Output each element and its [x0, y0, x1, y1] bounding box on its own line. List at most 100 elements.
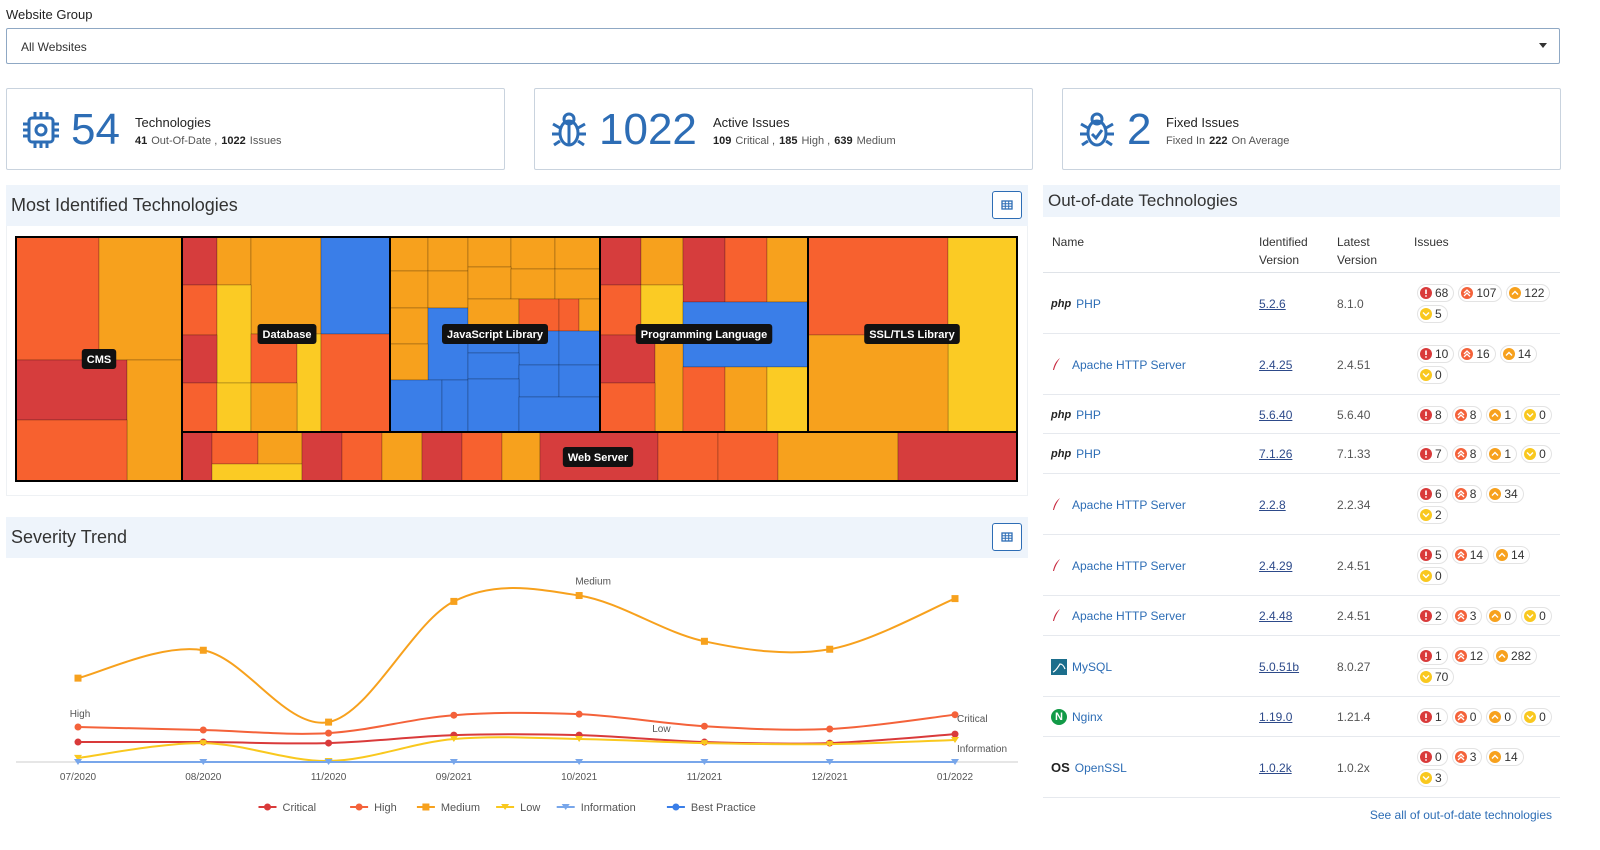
- data-point: [575, 710, 583, 718]
- legend-label: Medium: [441, 802, 480, 814]
- severity-icon: [1502, 348, 1515, 360]
- table-view-button[interactable]: [992, 191, 1022, 219]
- identified-version-link[interactable]: 7.1.26: [1259, 447, 1293, 461]
- tech-name: Apache HTTP Server: [1051, 607, 1186, 625]
- stat-detail: Fixed In 222 On Average: [1166, 135, 1289, 147]
- severity-icon: [1420, 570, 1432, 582]
- issue-badge: 0: [1451, 708, 1483, 726]
- issue-count: 0: [1539, 447, 1546, 461]
- legend-label: Information: [581, 802, 636, 814]
- identified-version-link[interactable]: 2.2.8: [1259, 497, 1286, 512]
- issue-badge: 6: [1417, 485, 1448, 503]
- issue-badge: 14: [1451, 546, 1490, 564]
- identified-version-link[interactable]: 2.4.25: [1259, 357, 1293, 372]
- see-all-link[interactable]: See all of out-of-date technologies: [1369, 808, 1552, 822]
- severity-icon: [1454, 711, 1467, 723]
- tech-name: MySQL: [1051, 658, 1112, 676]
- issue-count: 14: [1517, 347, 1532, 361]
- tech-icon: OS: [1051, 760, 1070, 775]
- column-header: Latest Version: [1337, 235, 1378, 267]
- issue-badge: 3: [1451, 748, 1483, 766]
- latest-version: 8.0.27: [1337, 659, 1371, 674]
- treemap-cell: [897, 431, 1018, 482]
- detail-part: 109: [713, 135, 732, 147]
- data-point: [951, 759, 959, 765]
- legend-marker: [501, 804, 510, 810]
- severity-icon: [1454, 751, 1467, 763]
- identified-version-link[interactable]: 2.4.48: [1259, 609, 1293, 623]
- detail-part: Out-Of-Date ,: [151, 135, 218, 147]
- treemap-cell: [181, 236, 218, 286]
- treemap-cell: [381, 431, 423, 482]
- issue-badge: 10: [1417, 345, 1455, 363]
- identified-version-link[interactable]: 1.19.0: [1259, 710, 1293, 724]
- data-point: [826, 645, 834, 653]
- severity-icon: [1420, 488, 1432, 500]
- data-point: [700, 740, 709, 747]
- detail-part: Critical ,: [735, 135, 776, 147]
- table-row: Apache HTTP Server 2.4.25 2.4.51 10 16 14 0: [1043, 334, 1560, 395]
- latest-version: 1.0.2x: [1337, 760, 1370, 775]
- severity-icon: [1524, 448, 1537, 460]
- issue-count: 3: [1469, 609, 1477, 623]
- issue-count: 0: [1469, 710, 1477, 724]
- treemap-cell: [518, 364, 560, 398]
- table-row: MySQL 5.0.51b 8.0.27 1 12 282 70: [1043, 636, 1560, 697]
- severity-icon: [1420, 650, 1432, 662]
- table-view-button[interactable]: [992, 523, 1022, 551]
- issue-count: 122: [1524, 286, 1545, 300]
- data-point: [700, 759, 709, 765]
- identified-version-link[interactable]: 5.6.40: [1259, 407, 1293, 422]
- series-annotation: Critical: [957, 714, 988, 725]
- treemap-cell: [640, 236, 684, 286]
- tech-icon: php: [1051, 448, 1072, 460]
- issue-count: 8: [1469, 487, 1477, 501]
- severity-icon: [1454, 610, 1467, 622]
- treemap-cell: [296, 333, 322, 433]
- issue-badge: 0: [1521, 708, 1552, 726]
- tech-name-text: PHP: [1076, 447, 1101, 461]
- label-box: [257, 324, 317, 344]
- table-row: Apache HTTP Server 2.2.8 2.2.34 6 8 34 2: [1043, 474, 1560, 535]
- severity-icon: [1454, 549, 1467, 561]
- issue-badge: 1: [1417, 647, 1448, 665]
- treemap-cell: [599, 382, 656, 433]
- detail-part: 639: [834, 135, 853, 147]
- column-header: Identified Version: [1259, 235, 1308, 267]
- issue-badge: 282: [1493, 647, 1538, 665]
- x-tick-label: 07/2020: [60, 772, 97, 783]
- issue-badge: 1: [1417, 708, 1448, 726]
- issue-badge: 1: [1486, 445, 1518, 463]
- issue-count: 5: [1435, 307, 1442, 321]
- issue-badge: 5: [1417, 305, 1448, 323]
- issue-count: 8: [1435, 407, 1442, 422]
- severity-icon: [1461, 348, 1474, 360]
- x-tick-label: 01/2022: [937, 772, 974, 783]
- severity-icon: [1496, 650, 1509, 662]
- latest-version: 5.6.40: [1337, 407, 1371, 422]
- data-point: [700, 722, 708, 730]
- identified-version-link[interactable]: 1.0.2k: [1259, 760, 1292, 775]
- group-label: SSL/TLS Library: [869, 329, 955, 341]
- issue-count: 282: [1511, 649, 1532, 663]
- issue-count: 107: [1476, 286, 1497, 300]
- identified-version-link[interactable]: 2.4.29: [1259, 558, 1293, 573]
- issue-badge: 0: [1486, 708, 1518, 726]
- data-point: [199, 646, 207, 654]
- stat-icon: [23, 112, 59, 148]
- legend-label: High: [374, 802, 397, 814]
- severity-icon: [1420, 408, 1432, 421]
- issue-badge: 14: [1493, 546, 1531, 564]
- detail-part: 185: [779, 135, 798, 147]
- treemap-cell: [181, 334, 218, 384]
- issue-count: 0: [1435, 750, 1442, 764]
- stat-title: Active Issues: [713, 115, 790, 130]
- severity-icon: [1489, 448, 1502, 460]
- treemap-cell: [717, 431, 779, 482]
- identified-version-link[interactable]: 5.0.51b: [1259, 659, 1300, 674]
- detail-part: Fixed In: [1166, 135, 1206, 147]
- issue-count: 14: [1469, 548, 1484, 562]
- identified-version-link[interactable]: 5.2.6: [1259, 296, 1286, 311]
- series-line: [77, 587, 956, 724]
- website-select[interactable]: All Websites: [6, 28, 1560, 64]
